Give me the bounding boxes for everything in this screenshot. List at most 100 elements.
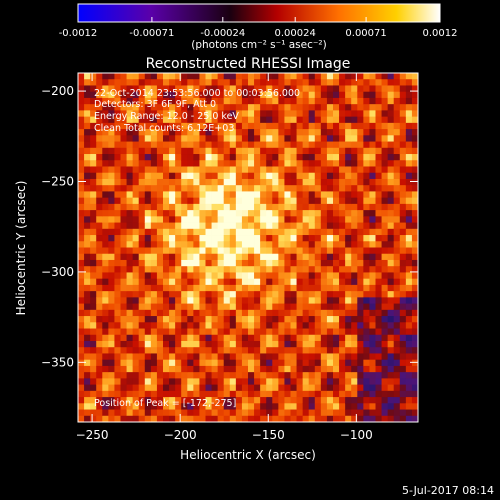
heatmap-cell [266,141,273,149]
heatmap-cell [90,303,97,311]
heatmap-cell [84,216,91,223]
heatmap-cell [102,340,109,348]
heatmap-cell [260,185,267,192]
heatmap-cell [314,135,322,142]
heatmap-cell [339,353,346,361]
heatmap-cell [132,185,140,192]
heatmap-cell [187,266,194,273]
heatmap-cell [150,203,158,211]
heatmap-cell [187,79,194,86]
heatmap-cell [411,309,418,317]
heatmap-cell [284,266,291,273]
heatmap-cell [314,141,322,149]
heatmap-cell [339,397,346,404]
heatmap-cell [254,253,261,261]
heatmap-cell [308,253,316,261]
heatmap-cell [217,241,225,248]
heatmap-cell [181,104,188,111]
heatmap-cell [120,303,127,311]
heatmap-cell [290,85,297,93]
heatmap-cell [78,415,85,422]
heatmap-cell [120,316,127,323]
heatmap-cell [78,147,85,155]
heatmap-cell [387,203,395,211]
heatmap-cell [369,97,376,105]
heatmap-cell [369,347,376,354]
heatmap-cell [223,403,231,410]
heatmap-cell [375,322,382,329]
heatmap-cell [175,403,182,410]
heatmap-cell [211,397,219,404]
heatmap-cell [96,110,103,118]
heatmap-cell [235,384,243,392]
heatmap-cell [181,228,188,236]
heatmap-cell [302,222,310,230]
heatmap-cell [393,178,401,186]
heatmap-cell [314,154,322,161]
heatmap-cell [399,166,407,174]
heatmap-cell [108,403,115,410]
heatmap-cell [120,110,127,118]
heatmap-cell [260,278,267,286]
heatmap-cell [381,340,389,348]
heatmap-cell [284,403,291,410]
heatmap-cell [399,73,407,80]
heatmap-cell [108,359,115,367]
heatmap-cell [278,291,285,298]
heatmap-cell [235,378,243,386]
heatmap-cell [320,303,328,311]
heatmap-cell [156,91,164,99]
heatmap-cell [120,253,127,261]
heatmap-cell [114,85,121,93]
heatmap-cell [393,85,401,93]
heatmap-cell [272,409,279,417]
heatmap-cell [254,241,261,248]
heatmap-cell [399,309,407,317]
heatmap-cell [163,197,170,205]
heatmap-cell [132,104,140,111]
heatmap-cell [381,216,389,223]
heatmap-cell [187,122,194,130]
heatmap-cell [181,303,188,311]
heatmap-cell [78,266,85,273]
heatmap-cell [169,210,176,217]
heatmap-cell [266,122,273,130]
heatmap-cell [339,222,346,230]
heatmap-cell [369,228,376,236]
heatmap-cell [193,116,200,124]
heatmap-cell [345,390,352,398]
heatmap-cell [156,272,164,280]
heatmap-cell [351,372,358,379]
heatmap-cell [375,384,382,392]
heatmap-cell [241,210,249,217]
heatmap-cell [260,340,267,348]
heatmap-cell [339,116,346,124]
heatmap-cell [169,415,176,422]
heatmap-cell [169,340,176,348]
heatmap-cell [108,97,115,105]
heatmap-cell [357,359,364,367]
heatmap-cell [156,372,164,379]
heatmap-cell [405,340,413,348]
heatmap-cell [290,210,297,217]
heatmap-cell [278,203,285,211]
heatmap-cell [387,91,395,99]
heatmap-cell [102,197,109,205]
heatmap-cell [229,116,237,124]
heatmap-cell [96,166,103,174]
heatmap-cell [326,110,334,118]
heatmap-cell [205,97,212,105]
heatmap-cell [399,147,407,155]
heatmap-cell [114,241,121,248]
heatmap-cell [320,403,328,410]
heatmap-cell [351,73,358,80]
heatmap-cell [254,154,261,161]
heatmap-cell [138,322,146,329]
heatmap-cell [266,397,273,404]
heatmap-cell [187,166,194,174]
heatmap-cell [193,216,200,223]
heatmap-cell [369,291,376,298]
heatmap-cell [357,334,364,342]
heatmap-cell [351,104,358,111]
heatmap-cell [84,353,91,361]
